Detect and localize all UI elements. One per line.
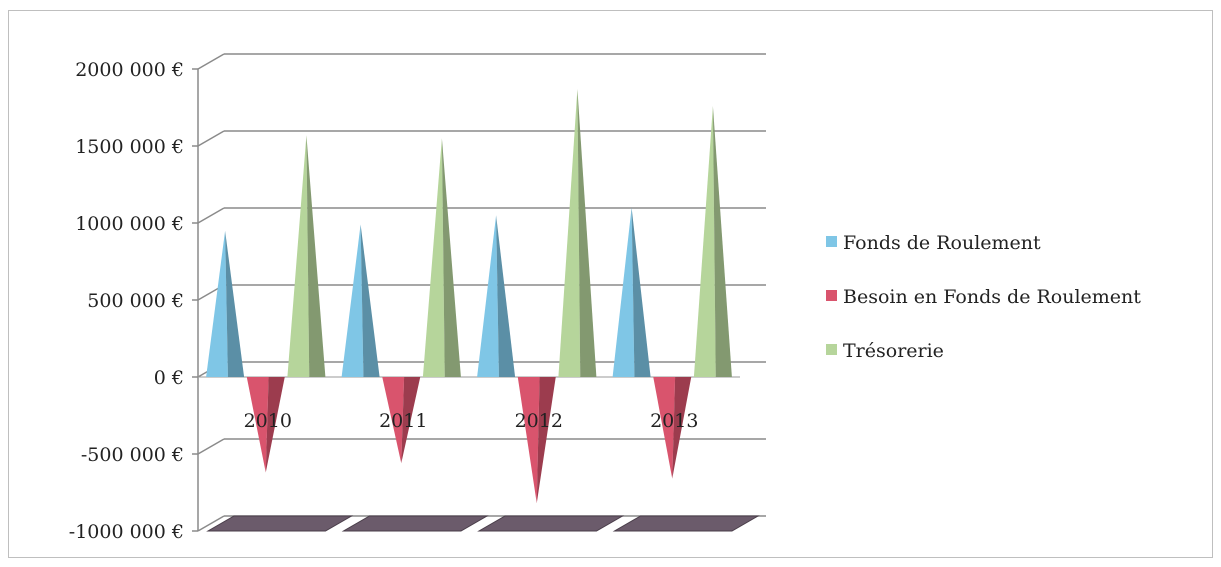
gridline-connector (197, 515, 225, 532)
gridline-connector (197, 130, 225, 147)
cone-face (653, 377, 676, 479)
y-tick-label: 0 € (154, 367, 184, 389)
gridlines (192, 53, 766, 532)
cone-face (693, 105, 716, 378)
cone-side (441, 138, 461, 377)
cone-side (536, 377, 556, 504)
cone-face (287, 135, 310, 377)
cone-face (382, 377, 405, 464)
cone-face (612, 207, 635, 377)
cone-face (422, 138, 445, 377)
legend-swatch (826, 290, 837, 301)
cone-side (265, 377, 285, 473)
data-cones (206, 89, 732, 504)
y-tick-label: 500 000 € (87, 290, 184, 312)
y-tick-label: -1000 000 € (69, 521, 184, 543)
chart-frame (8, 10, 1213, 558)
y-tick-label: 1500 000 € (75, 136, 184, 158)
cone-side (360, 224, 380, 377)
legend-label: Besoin en Fonds de Roulement (843, 286, 1141, 308)
floor-segment (612, 515, 760, 532)
x-category-label: 2011 (379, 410, 427, 432)
gridline-connector (197, 207, 225, 224)
y-tick-label: 2000 000 € (75, 59, 184, 81)
floor-segment (477, 515, 625, 532)
legend-swatch (826, 344, 837, 355)
gridline-connector (197, 53, 225, 70)
gridline-connector (197, 438, 225, 455)
chart-floor (206, 515, 760, 532)
x-category-label: 2012 (515, 410, 563, 432)
cone-side (496, 215, 516, 377)
cone-face (206, 230, 228, 377)
cone-face (517, 377, 540, 504)
cone-side (401, 377, 421, 464)
x-category-label: 2013 (650, 410, 698, 432)
cone-side (631, 207, 651, 377)
legend-label: Trésorerie (843, 340, 944, 362)
cone (382, 377, 421, 464)
x-category-label: 2010 (244, 410, 292, 432)
cone (287, 135, 326, 377)
cone-side (306, 135, 326, 377)
cone (246, 377, 285, 473)
cone (653, 377, 692, 479)
legend-label: Fonds de Roulement (843, 232, 1041, 254)
cone-side (672, 377, 692, 479)
cone (612, 207, 651, 377)
floor-segment (206, 515, 354, 532)
cone (558, 89, 597, 378)
y-tick-label: -500 000 € (81, 444, 184, 466)
cone (693, 105, 732, 378)
cone-side (577, 89, 597, 378)
y-axis-ticks: 2000 000 € 1500 000 € 1000 000 € 500 000 € 0… (69, 59, 184, 543)
cone-face (341, 224, 364, 377)
cone-face (246, 377, 269, 473)
cone-side (225, 230, 245, 377)
cone-face (477, 215, 499, 377)
cone (341, 224, 380, 377)
cone (517, 377, 556, 504)
x-axis-categories: 2010 2011 2012 2013 (244, 410, 699, 432)
cone (422, 138, 461, 377)
cone-face (558, 89, 581, 378)
cone (206, 230, 245, 377)
legend: Fonds de Roulement Besoin en Fonds de Rou… (826, 232, 1141, 362)
cone-side (712, 105, 732, 378)
legend-swatch (826, 236, 837, 247)
y-tick-label: 1000 000 € (75, 213, 184, 235)
cone (477, 215, 516, 377)
floor-segment (341, 515, 489, 532)
